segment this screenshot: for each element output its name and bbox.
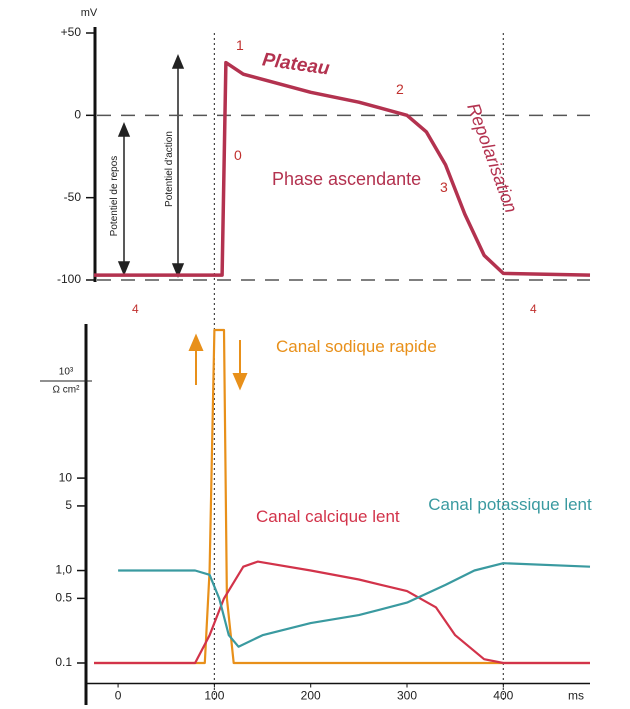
series-line (94, 328, 590, 665)
series-line (94, 60, 591, 277)
series-label: Canal potassique lent (428, 495, 592, 514)
y-tick-label: 5 (65, 498, 72, 512)
y-axis-label-num: 10³ (59, 367, 74, 378)
y-tick-label: +50 (61, 25, 82, 39)
y-tick-label: -100 (57, 272, 81, 286)
x-tick-label: 100 (204, 689, 224, 703)
arrows (117, 54, 185, 278)
y-axis-label-den: Ω cm² (53, 385, 81, 396)
y-tick-label: 10 (59, 470, 73, 484)
annotation: Potentiel d'action (164, 131, 175, 207)
series-label: Canal sodique rapide (276, 337, 437, 356)
sodium-arrows (188, 333, 248, 391)
x-tick-label: 0 (115, 689, 122, 703)
y-axis-label: mV (81, 7, 98, 19)
x-axis-label: ms (568, 689, 584, 703)
annotation: 2 (396, 81, 404, 97)
y-tick-label: 0 (74, 108, 81, 122)
y-tick-label: 0.5 (55, 591, 72, 605)
annotation: 4 (530, 302, 537, 316)
x-tick-label: 200 (301, 689, 321, 703)
y-tick-label: 0.1 (55, 655, 72, 669)
series-line (94, 560, 590, 665)
x-tick-label: 400 (493, 689, 513, 703)
x-tick-label: 300 (397, 689, 417, 703)
annotation: Phase ascendante (272, 169, 422, 189)
annotation: 3 (440, 179, 448, 195)
y-tick-label: 1,0 (55, 563, 72, 577)
y-tick-label: -50 (64, 190, 82, 204)
annotation: Potentiel de repos (109, 155, 120, 237)
annotation: 0 (234, 147, 242, 163)
series-label: Canal calcique lent (256, 507, 400, 526)
annotation: 4 (132, 302, 139, 316)
annotation: 1 (236, 37, 244, 53)
series-line (118, 562, 591, 648)
